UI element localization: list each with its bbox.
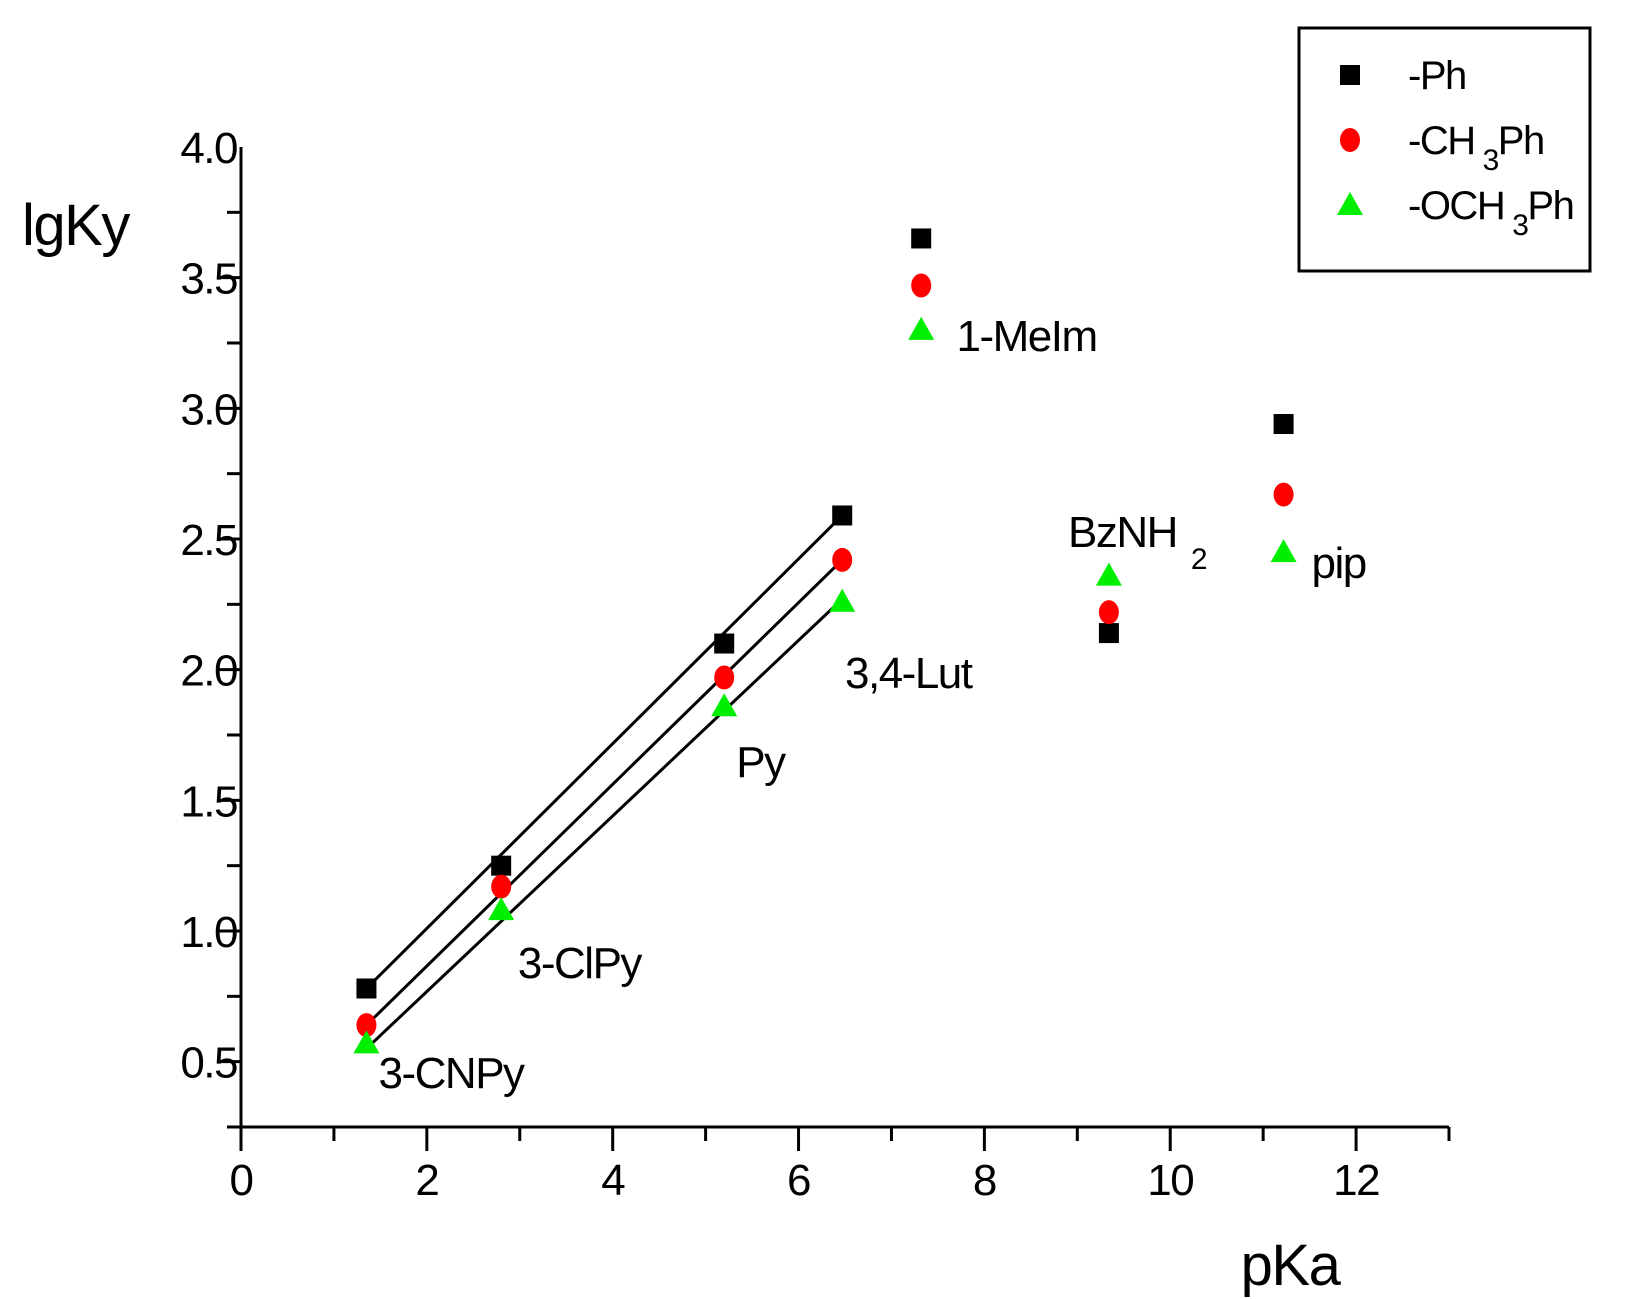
legend-label: -Ph	[1408, 54, 1466, 98]
triangle-point	[829, 588, 856, 612]
triangle-point	[488, 897, 515, 921]
legend-label-main: -OCH	[1408, 184, 1504, 228]
x-tick-label: 8	[973, 1156, 996, 1205]
data-points	[353, 228, 1297, 1054]
circle-point	[491, 874, 512, 899]
fit-line	[365, 514, 844, 990]
y-tick-label: 0.5	[180, 1039, 237, 1088]
legend-label-subscript: 3	[1483, 144, 1499, 177]
x-tick-label: 0	[230, 1156, 253, 1205]
circle-point	[1273, 482, 1294, 507]
square-point	[714, 633, 735, 654]
annotation-text: 3-CNPy	[379, 1049, 526, 1098]
fit-line	[365, 598, 844, 1050]
legend-marker-square	[1340, 65, 1360, 85]
legend-label: -CH 3Ph	[1408, 119, 1544, 177]
y-axis-title: lgKy	[22, 193, 130, 258]
circle-point	[356, 1013, 377, 1038]
y-tick-label: 1.5	[180, 777, 237, 826]
annotation-label: Py	[736, 738, 786, 787]
annotation-text: Py	[736, 738, 786, 787]
axes: 0 2 4 6 8 10 12 0.5 1.0 1.5 2.0 2.5 3.0 3.5 4.0 lgKy pKa	[22, 124, 1451, 1298]
triangle-point	[711, 693, 738, 717]
square-point	[911, 228, 932, 249]
fit-lines	[365, 514, 844, 1050]
x-tick-label: 6	[787, 1156, 810, 1205]
legend-marker-triangle	[1337, 192, 1363, 215]
square-point	[832, 505, 853, 526]
annotation-text: pip	[1311, 539, 1365, 588]
annotation-text: BzNH	[1068, 508, 1177, 557]
x-axis-title: pKa	[1241, 1233, 1342, 1298]
annotation-label: 1-MeIm	[957, 312, 1097, 361]
annotation-text: 3,4-Lut	[845, 649, 973, 698]
triangle-point	[1095, 562, 1122, 586]
annotations: 3-CNPy 3-ClPy Py 3,4-Lut 1-MeIm BzNH 2 pip	[379, 312, 1368, 1098]
legend-label-tail: Ph	[1498, 119, 1544, 163]
square-point	[356, 978, 377, 999]
triangle-point	[908, 316, 935, 340]
x-tick-label: 2	[415, 1156, 438, 1205]
y-tick-label: 2.5	[180, 516, 237, 565]
y-tick-label: 3.5	[180, 255, 237, 304]
square-point	[1098, 623, 1119, 644]
annotation-label: pip	[1311, 539, 1365, 588]
x-tick-label: 10	[1147, 1156, 1193, 1205]
x-tick-label: 12	[1333, 1156, 1379, 1205]
x-tick-label: 4	[601, 1156, 625, 1205]
annotation-label: 3-CNPy	[379, 1049, 526, 1098]
y-tick-label: 2.0	[180, 647, 237, 696]
square-point	[491, 855, 512, 876]
fit-line	[365, 558, 844, 1027]
legend-marker-circle	[1340, 128, 1360, 152]
annotation-subscript: 2	[1191, 543, 1207, 576]
circle-point	[911, 273, 932, 298]
legend: -Ph-CH 3Ph-OCH 3Ph	[1297, 26, 1592, 273]
square-point	[1273, 414, 1294, 435]
legend-label-main: -CH	[1408, 119, 1475, 163]
legend-label: -OCH 3Ph	[1408, 184, 1573, 242]
circle-point	[1098, 600, 1119, 625]
annotation-text: 1-MeIm	[957, 312, 1097, 361]
legend-label-tail: Ph	[1527, 184, 1573, 228]
triangle-point	[1270, 539, 1297, 563]
annotation-label: BzNH 2	[1068, 508, 1207, 576]
circle-point	[832, 547, 853, 572]
y-tick-label: 3.0	[180, 385, 237, 434]
circle-point	[714, 665, 735, 690]
y-tick-label: 1.0	[180, 908, 237, 957]
annotation-label: 3,4-Lut	[845, 649, 973, 698]
annotation-label: 3-ClPy	[518, 939, 643, 988]
legend-label-subscript: 3	[1512, 209, 1528, 242]
triangle-point	[353, 1030, 380, 1054]
y-tick-label: 4.0	[180, 124, 237, 173]
annotation-text: 3-ClPy	[518, 939, 643, 988]
